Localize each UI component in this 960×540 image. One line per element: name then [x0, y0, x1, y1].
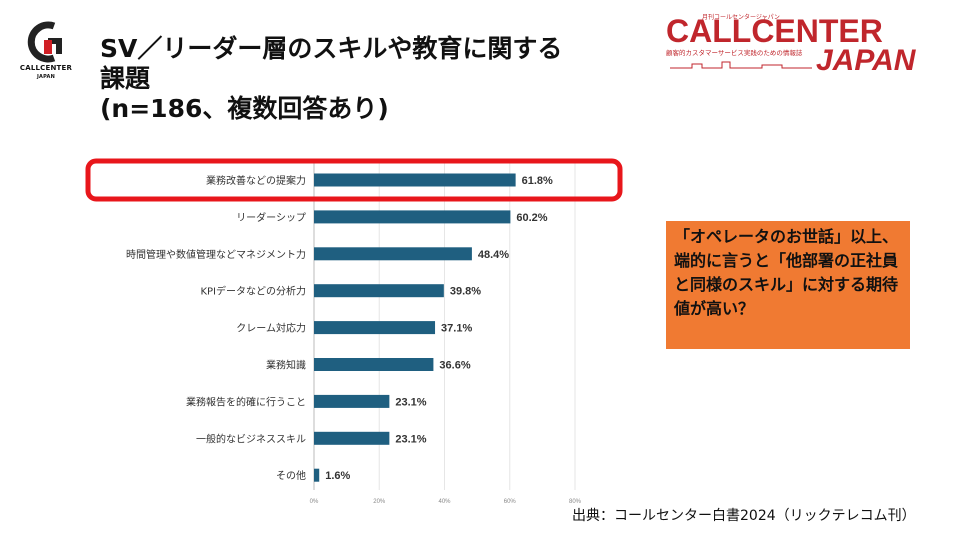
callcenter-japan-logo-left: CALLCENTER JAPAN [18, 20, 74, 90]
bar [314, 394, 390, 408]
logo-right-wordmark-bottom: JAPAN [816, 44, 917, 74]
value-label: 1.6% [325, 470, 350, 482]
category-label: クレーム対応力 [236, 322, 306, 335]
category-label: その他 [276, 469, 306, 482]
x-tick-label: 40% [438, 499, 451, 505]
x-tick-label: 0% [310, 499, 319, 505]
bar [314, 431, 390, 445]
category-label: 業務報告を的確に行うこと [186, 395, 306, 408]
page-title: SV／リーダー層のスキルや教育に関する 課題 (n=186、複数回答あり) [100, 34, 563, 123]
value-label: 61.8% [522, 175, 553, 187]
x-tick-label: 80% [569, 499, 582, 505]
category-label: KPIデータなどの分析力 [200, 285, 306, 298]
value-label: 60.2% [516, 212, 547, 224]
bar [314, 210, 511, 224]
logo-right-tagline: 顧客的カスタマーサービス実践のための情報誌 [666, 48, 803, 57]
bar [314, 321, 436, 335]
logo-left-wordmark: CALLCENTER [19, 64, 73, 72]
skyline-icon [670, 61, 812, 69]
value-label: 23.1% [395, 433, 426, 445]
logo-mark-icon [27, 21, 62, 63]
value-label: 39.8% [450, 286, 481, 298]
bar [314, 284, 444, 298]
logo-right-wordmark: CALLCENTER [666, 13, 883, 49]
x-tick-label: 20% [373, 499, 386, 505]
category-label: 業務知識 [266, 359, 306, 372]
x-tick-label: 60% [504, 499, 517, 505]
category-label: 一般的なビジネススキル [196, 432, 306, 445]
bar [314, 173, 516, 187]
logo-left-subword: JAPAN [37, 74, 55, 80]
bar [314, 468, 320, 482]
logo-right-tagline-top: 月刊コールセンタージャパン [702, 13, 780, 21]
bar [314, 247, 472, 261]
value-label: 48.4% [478, 249, 509, 261]
callcenter-japan-logo-right: 月刊コールセンタージャパン CALLCENTER JAPAN 顧客的カスタマーサ… [662, 8, 958, 77]
category-label: 時間管理や数値管理などマネジメント力 [126, 248, 306, 261]
value-label: 23.1% [395, 396, 426, 408]
bar [314, 358, 434, 371]
category-label: 業務改善などの提案力 [206, 174, 306, 187]
callout-box: 「オペレータのお世話」以上、端的に言うと「他部署の正社員と同様のスキル」に対する… [666, 221, 910, 349]
value-label: 37.1% [441, 323, 472, 335]
category-label: リーダーシップ [236, 211, 306, 224]
highlight-box [85, 158, 623, 202]
source-note: 出典：コールセンター白書2024（リックテレコム刊） [572, 508, 916, 524]
value-label: 36.6% [439, 360, 470, 372]
